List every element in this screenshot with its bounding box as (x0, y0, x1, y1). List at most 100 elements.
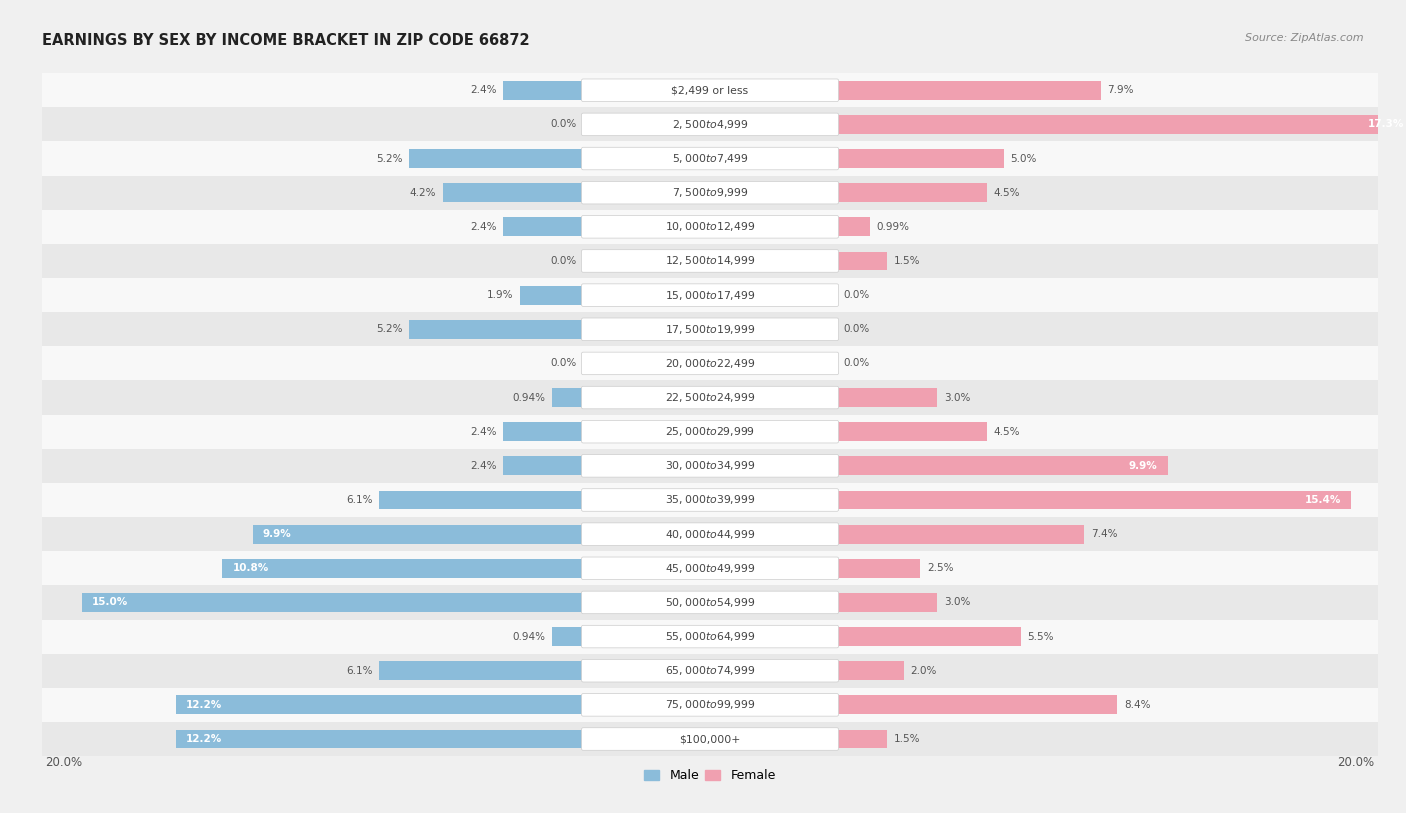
Bar (520, 285, 583, 305)
Bar (42, 415, 1378, 449)
Bar (42, 312, 1378, 346)
Text: $20,000 to $22,499: $20,000 to $22,499 (665, 357, 755, 370)
Text: 20.0%: 20.0% (1337, 756, 1375, 769)
Text: EARNINGS BY SEX BY INCOME BRACKET IN ZIP CODE 66872: EARNINGS BY SEX BY INCOME BRACKET IN ZIP… (42, 33, 530, 47)
FancyBboxPatch shape (582, 557, 838, 580)
Text: 12.2%: 12.2% (186, 734, 222, 744)
Text: $40,000 to $44,999: $40,000 to $44,999 (665, 528, 755, 541)
FancyBboxPatch shape (582, 181, 838, 204)
Text: 10.8%: 10.8% (232, 563, 269, 573)
Text: 5.0%: 5.0% (1011, 154, 1038, 163)
Text: $45,000 to $49,999: $45,000 to $49,999 (665, 562, 755, 575)
Bar (380, 661, 583, 680)
Bar (42, 380, 1378, 415)
Text: 2.0%: 2.0% (911, 666, 936, 676)
Text: $100,000+: $100,000+ (679, 734, 741, 744)
Bar (409, 149, 583, 168)
Text: 4.5%: 4.5% (994, 427, 1021, 437)
Bar (837, 524, 1084, 544)
Bar (443, 183, 583, 202)
Bar (503, 217, 583, 237)
Bar (837, 661, 904, 680)
Text: $25,000 to $29,999: $25,000 to $29,999 (665, 425, 755, 438)
Text: $12,500 to $14,999: $12,500 to $14,999 (665, 254, 755, 267)
FancyBboxPatch shape (582, 489, 838, 511)
FancyBboxPatch shape (582, 147, 838, 170)
Bar (176, 695, 583, 715)
Text: $17,500 to $19,999: $17,500 to $19,999 (665, 323, 755, 336)
Text: 2.4%: 2.4% (470, 85, 496, 95)
Text: $35,000 to $39,999: $35,000 to $39,999 (665, 493, 755, 506)
Bar (42, 654, 1378, 688)
FancyBboxPatch shape (582, 386, 838, 409)
Bar (837, 183, 987, 202)
Bar (837, 559, 921, 578)
FancyBboxPatch shape (582, 284, 838, 307)
Bar (837, 456, 1167, 476)
Bar (42, 244, 1378, 278)
Bar (42, 210, 1378, 244)
Text: $55,000 to $64,999: $55,000 to $64,999 (665, 630, 755, 643)
Text: 7.9%: 7.9% (1108, 85, 1133, 95)
Text: Source: ZipAtlas.com: Source: ZipAtlas.com (1246, 33, 1364, 42)
Text: 6.1%: 6.1% (346, 666, 373, 676)
Bar (837, 490, 1351, 510)
Text: 6.1%: 6.1% (346, 495, 373, 505)
FancyBboxPatch shape (582, 352, 838, 375)
Text: 2.4%: 2.4% (470, 427, 496, 437)
Bar (42, 620, 1378, 654)
Bar (42, 585, 1378, 620)
Text: 5.2%: 5.2% (377, 154, 402, 163)
Text: 0.94%: 0.94% (512, 632, 546, 641)
Text: 3.0%: 3.0% (943, 393, 970, 402)
Bar (42, 688, 1378, 722)
Bar (253, 524, 583, 544)
Text: $22,500 to $24,999: $22,500 to $24,999 (665, 391, 755, 404)
Text: 7.4%: 7.4% (1091, 529, 1118, 539)
Text: $65,000 to $74,999: $65,000 to $74,999 (665, 664, 755, 677)
FancyBboxPatch shape (582, 420, 838, 443)
Text: $5,000 to $7,499: $5,000 to $7,499 (672, 152, 748, 165)
Text: 0.0%: 0.0% (844, 359, 870, 368)
Text: 2.5%: 2.5% (927, 563, 953, 573)
FancyBboxPatch shape (582, 454, 838, 477)
Text: 0.0%: 0.0% (844, 324, 870, 334)
Bar (503, 422, 583, 441)
Bar (503, 456, 583, 476)
Bar (82, 593, 583, 612)
Bar (42, 722, 1378, 756)
Text: $75,000 to $99,999: $75,000 to $99,999 (665, 698, 755, 711)
Bar (42, 141, 1378, 176)
Bar (837, 251, 887, 271)
Bar (42, 73, 1378, 107)
Text: 5.2%: 5.2% (377, 324, 402, 334)
Bar (42, 278, 1378, 312)
FancyBboxPatch shape (582, 523, 838, 546)
FancyBboxPatch shape (582, 625, 838, 648)
Text: 1.5%: 1.5% (894, 256, 920, 266)
Bar (42, 346, 1378, 380)
Text: 9.9%: 9.9% (263, 529, 291, 539)
Bar (837, 80, 1101, 100)
Text: 15.4%: 15.4% (1305, 495, 1341, 505)
Bar (551, 388, 583, 407)
Legend: Male, Female: Male, Female (640, 764, 780, 788)
Bar (42, 483, 1378, 517)
Bar (503, 80, 583, 100)
Bar (42, 551, 1378, 585)
Bar (837, 695, 1118, 715)
Bar (837, 627, 1021, 646)
Bar (42, 449, 1378, 483)
FancyBboxPatch shape (582, 591, 838, 614)
Bar (837, 388, 936, 407)
Text: 8.4%: 8.4% (1123, 700, 1150, 710)
FancyBboxPatch shape (582, 693, 838, 716)
Bar (837, 149, 1004, 168)
FancyBboxPatch shape (582, 79, 838, 102)
FancyBboxPatch shape (582, 250, 838, 272)
Text: 4.2%: 4.2% (409, 188, 436, 198)
Text: 12.2%: 12.2% (186, 700, 222, 710)
Text: 0.0%: 0.0% (550, 120, 576, 129)
Bar (837, 593, 936, 612)
Bar (837, 729, 887, 749)
